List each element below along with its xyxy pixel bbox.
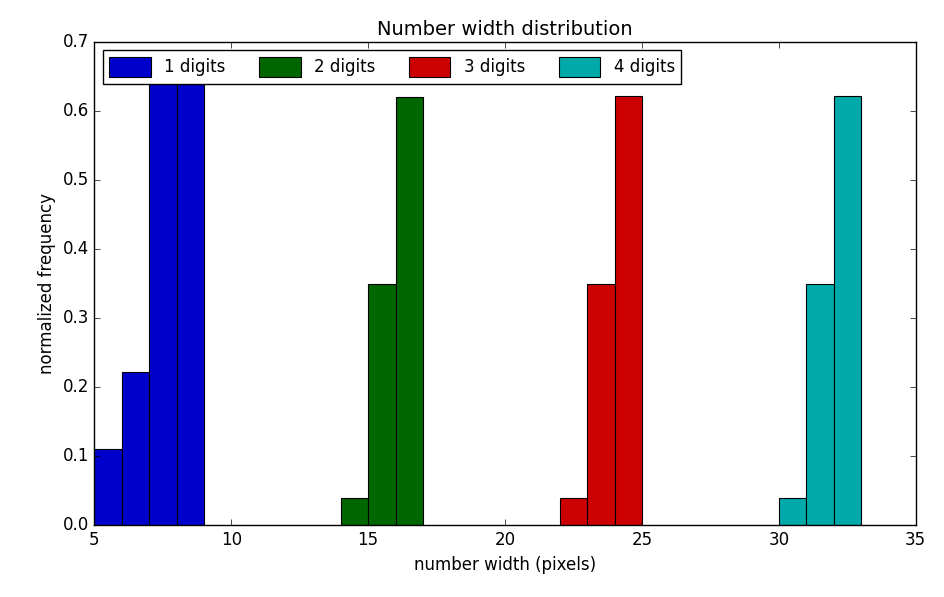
Bar bbox=[341, 498, 368, 525]
Bar bbox=[149, 64, 177, 525]
Bar bbox=[94, 449, 122, 525]
Bar bbox=[587, 284, 615, 525]
Bar bbox=[779, 498, 806, 525]
Bar bbox=[615, 96, 642, 525]
Bar bbox=[834, 96, 861, 525]
Title: Number width distribution: Number width distribution bbox=[378, 20, 632, 39]
Bar bbox=[368, 284, 396, 525]
X-axis label: number width (pixels): number width (pixels) bbox=[414, 556, 596, 574]
Bar bbox=[396, 97, 423, 525]
Y-axis label: normalized frequency: normalized frequency bbox=[38, 193, 56, 374]
Legend: 1 digits, 2 digits, 3 digits, 4 digits: 1 digits, 2 digits, 3 digits, 4 digits bbox=[103, 50, 682, 84]
Bar bbox=[560, 498, 587, 525]
Bar bbox=[122, 372, 149, 525]
Bar bbox=[806, 284, 834, 525]
Bar bbox=[177, 84, 204, 525]
